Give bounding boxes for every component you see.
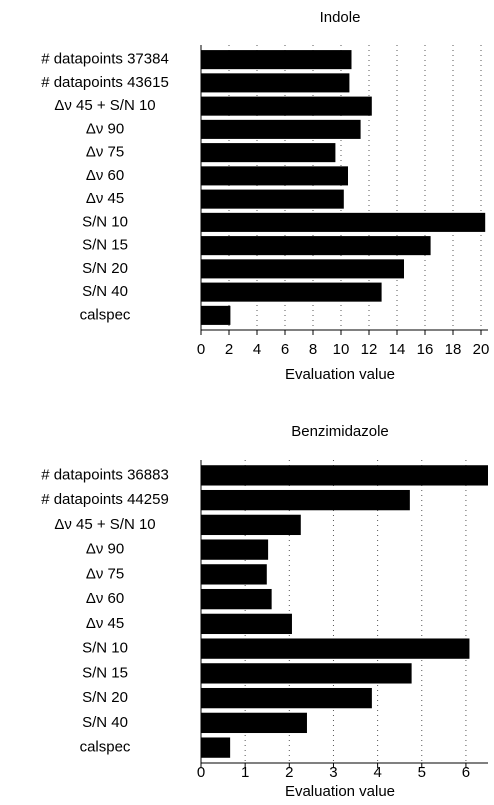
y-tick-label: Δν 60 xyxy=(86,167,124,184)
bar xyxy=(201,564,267,585)
y-tick-label: S/N 40 xyxy=(82,283,128,300)
y-tick-label: Δν 75 xyxy=(86,144,124,161)
x-tick-label: 4 xyxy=(373,764,381,781)
bar xyxy=(201,465,488,486)
bar xyxy=(201,687,372,709)
y-tick-label: Δν 45 + S/N 10 xyxy=(54,97,155,114)
bar xyxy=(201,737,231,758)
y-tick-label: S/N 15 xyxy=(82,664,128,681)
x-tick-label: 2 xyxy=(225,341,233,358)
x-axis-label: Evaluation value xyxy=(285,366,395,383)
y-tick-label: Δν 45 + S/N 10 xyxy=(54,516,155,533)
x-tick-label: 10 xyxy=(333,341,350,358)
bar xyxy=(201,166,348,186)
y-tick-label: S/N 10 xyxy=(82,213,128,230)
chart-title: Benzimidazole xyxy=(291,423,389,440)
y-tick-label: Δν 45 xyxy=(86,190,124,207)
x-tick-label: 8 xyxy=(309,341,317,358)
y-tick-label: # datapoints 37384 xyxy=(41,51,169,68)
y-tick-label: Δν 45 xyxy=(86,615,124,632)
bar xyxy=(201,613,292,635)
x-tick-label: 18 xyxy=(445,341,462,358)
x-tick-label: 2 xyxy=(285,764,293,781)
y-tick-label: # datapoints 43615 xyxy=(41,74,169,91)
bar xyxy=(201,305,231,325)
x-tick-label: 6 xyxy=(281,341,289,358)
y-tick-label: S/N 20 xyxy=(82,689,128,706)
x-tick-label: 1 xyxy=(241,764,249,781)
bar xyxy=(201,588,272,610)
x-tick-label: 20 xyxy=(473,341,490,358)
y-tick-label: # datapoints 44259 xyxy=(41,491,169,508)
chart-title: Indole xyxy=(320,9,361,26)
y-tick-label: calspec xyxy=(80,739,131,756)
y-tick-label: Δν 90 xyxy=(86,120,124,137)
x-tick-label: 3 xyxy=(329,764,337,781)
x-tick-label: 0 xyxy=(197,341,205,358)
bar xyxy=(201,638,470,659)
y-tick-label: S/N 40 xyxy=(82,714,128,731)
bar xyxy=(201,712,307,734)
bar xyxy=(201,514,301,536)
bar xyxy=(201,96,372,116)
bar xyxy=(201,259,404,279)
y-tick-label: S/N 20 xyxy=(82,260,128,277)
x-tick-label: 16 xyxy=(417,341,434,358)
bar xyxy=(201,236,431,256)
x-tick-label: 12 xyxy=(361,341,378,358)
y-tick-label: calspec xyxy=(80,306,131,323)
y-tick-label: S/N 10 xyxy=(82,640,128,657)
bar xyxy=(201,50,352,70)
y-tick-label: Δν 90 xyxy=(86,541,124,558)
bar xyxy=(201,119,361,139)
bar xyxy=(201,489,410,511)
bar xyxy=(201,663,412,684)
bar xyxy=(201,282,382,302)
y-tick-label: S/N 15 xyxy=(82,237,128,254)
bar xyxy=(201,73,350,93)
x-axis-label: Evaluation value xyxy=(285,783,395,800)
bar xyxy=(201,143,336,163)
x-tick-label: 0 xyxy=(197,764,205,781)
y-tick-label: Δν 60 xyxy=(86,590,124,607)
bar xyxy=(201,212,486,232)
x-tick-label: 14 xyxy=(389,341,406,358)
y-tick-label: # datapoints 36883 xyxy=(41,466,169,483)
bar xyxy=(201,539,269,560)
bar xyxy=(201,189,344,209)
x-tick-label: 5 xyxy=(418,764,426,781)
x-tick-label: 6 xyxy=(462,764,470,781)
x-tick-label: 4 xyxy=(253,341,261,358)
y-tick-label: Δν 75 xyxy=(86,565,124,582)
